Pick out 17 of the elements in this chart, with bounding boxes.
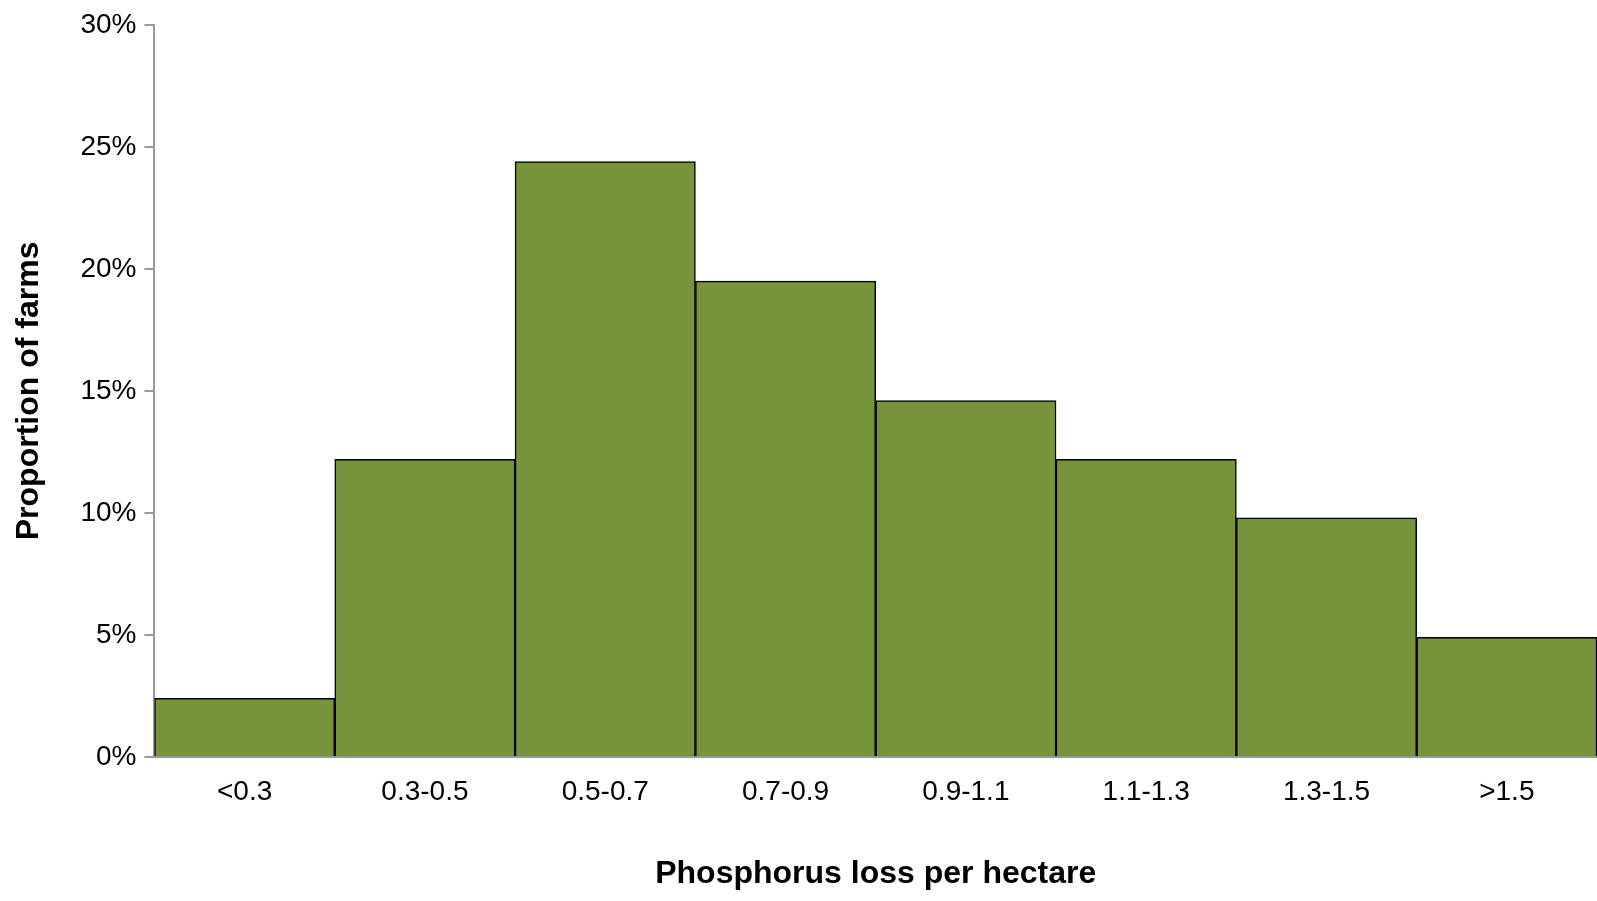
y-tick-label: 20%	[80, 251, 137, 283]
x-axis-title: Phosphorus loss per hectare	[655, 853, 1097, 890]
y-tick-label: 0%	[95, 739, 137, 771]
x-tick-label: >1.5	[1479, 774, 1535, 806]
x-tick-label: 0.9-1.1	[922, 774, 1010, 806]
x-tick-label: 0.5-0.7	[561, 774, 649, 806]
y-tick-label: 5%	[95, 617, 137, 649]
x-tick-label: 0.7-0.9	[741, 774, 830, 806]
y-axis-title: Proportion of farms	[9, 241, 46, 541]
x-tick-label: 1.1-1.3	[1102, 774, 1190, 806]
x-tick-label: <0.3	[216, 774, 273, 806]
y-tick-label: 10%	[80, 495, 137, 527]
y-tick-label: 30%	[80, 7, 137, 39]
x-tick-label: 0.3-0.5	[381, 774, 469, 806]
x-tick-label: 1.3-1.5	[1282, 774, 1371, 806]
y-tick-label: 25%	[80, 129, 137, 161]
y-tick-label: 15%	[80, 373, 137, 405]
